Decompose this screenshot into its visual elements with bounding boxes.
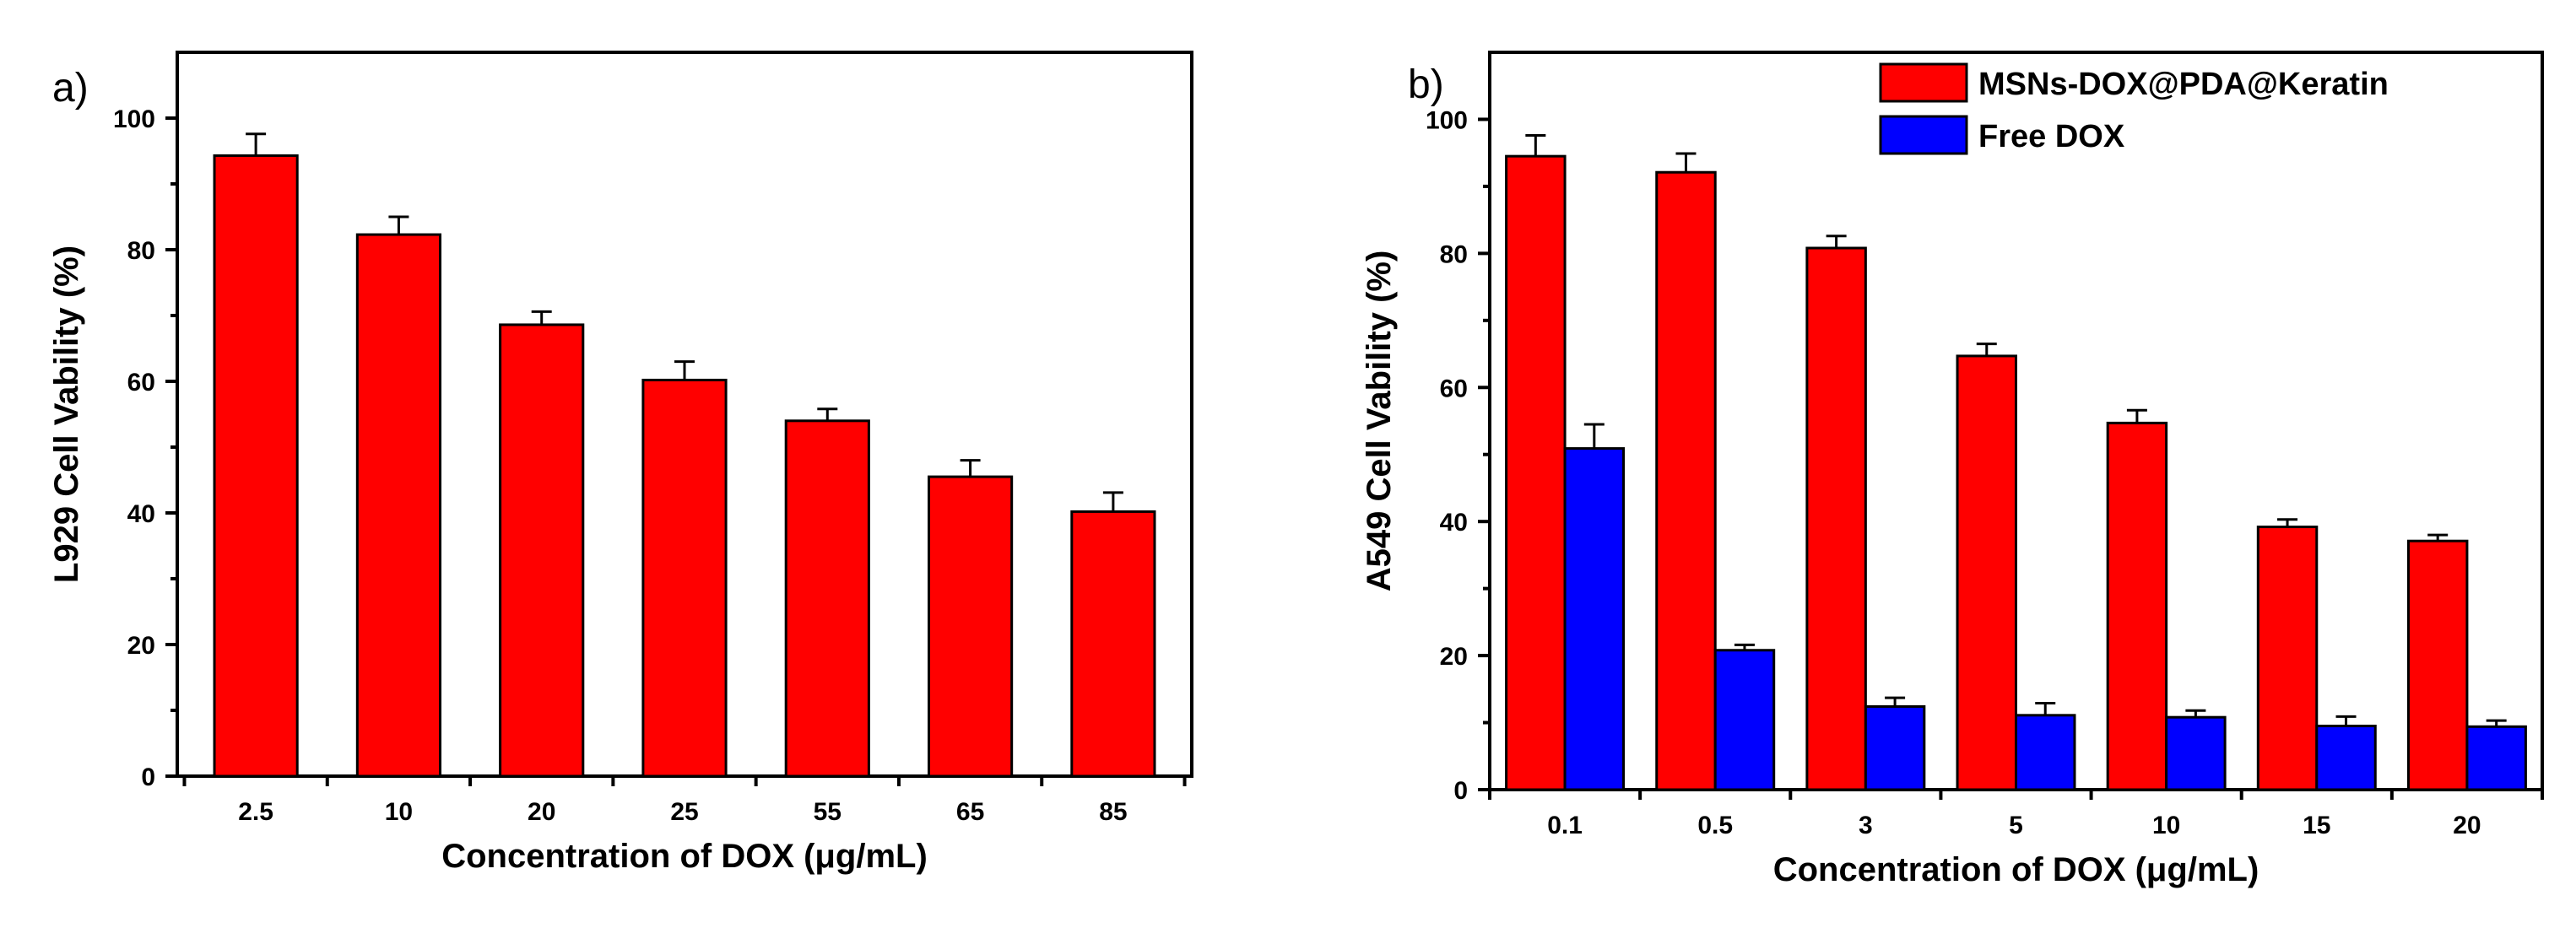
bar bbox=[2165, 715, 2227, 791]
bar bbox=[1505, 154, 1567, 791]
bar bbox=[355, 233, 442, 778]
chart-panel-a: 0 20 40 60 80 100 2.5 10 20 25 55 65 85 Concentration… bbox=[48, 51, 1193, 875]
bar bbox=[499, 323, 585, 778]
bar bbox=[2256, 526, 2319, 791]
x-tick-label: 0.5 bbox=[1697, 812, 1733, 839]
bar bbox=[927, 475, 1014, 778]
bar bbox=[784, 419, 870, 778]
bar bbox=[1956, 354, 2017, 791]
legend-swatch bbox=[1879, 62, 1968, 103]
y-tick-label: 40 bbox=[127, 500, 155, 528]
panel-label: b) bbox=[1408, 62, 1444, 107]
y-tick-label: 60 bbox=[1440, 375, 1468, 402]
bar bbox=[1713, 649, 1776, 791]
bar bbox=[213, 154, 299, 778]
bar bbox=[641, 378, 728, 778]
x-tick-label: 10 bbox=[2152, 812, 2180, 839]
x-tick-label: 15 bbox=[2303, 812, 2330, 839]
x-tick-label: 20 bbox=[2453, 812, 2481, 839]
x-tick-label: 55 bbox=[814, 798, 842, 826]
y-tick-label: 60 bbox=[127, 369, 155, 397]
bar bbox=[1805, 246, 1867, 791]
y-tick-label: 80 bbox=[1440, 240, 1468, 268]
bar bbox=[1070, 510, 1156, 778]
y-tick-label: 40 bbox=[1440, 509, 1468, 537]
y-axis-title: L929 Cell Vability (%) bbox=[48, 245, 85, 583]
panel-label: a) bbox=[52, 66, 89, 111]
bar bbox=[1655, 170, 1717, 791]
x-axis-title: Concentration of DOX (μg/mL) bbox=[1773, 851, 2259, 888]
x-tick-label: 20 bbox=[528, 798, 555, 826]
y-tick-label: 0 bbox=[1453, 777, 1468, 805]
y-tick-label: 100 bbox=[113, 105, 155, 133]
x-tick-label: 65 bbox=[956, 798, 984, 826]
bar bbox=[1563, 447, 1626, 791]
bar bbox=[1864, 704, 1926, 791]
chart-panel-b: 0 20 40 60 80 100 0.1 0.5 3 5 10 15 20 Concentration … bbox=[1361, 51, 2544, 888]
x-tick-label: 0.1 bbox=[1547, 812, 1583, 839]
x-tick-label: 5 bbox=[2009, 812, 2023, 839]
bar bbox=[2406, 539, 2469, 791]
y-tick-label: 0 bbox=[141, 763, 155, 791]
y-tick-label: 80 bbox=[127, 237, 155, 265]
x-tick-label: 85 bbox=[1099, 798, 1127, 826]
y-tick-label: 20 bbox=[1440, 643, 1468, 671]
legend-label: Free DOX bbox=[1978, 119, 2125, 154]
x-tick-label: 2.5 bbox=[238, 798, 273, 826]
y-tick-label: 20 bbox=[127, 632, 155, 660]
y-axis-title: A549 Cell Vability (%) bbox=[1361, 251, 1398, 592]
bar bbox=[2315, 725, 2377, 791]
x-axis-title: Concentration of DOX (μg/mL) bbox=[441, 838, 928, 875]
legend-label: MSNs-DOX@PDA@Keratin bbox=[1978, 67, 2389, 102]
bar bbox=[2465, 725, 2527, 791]
bar bbox=[2015, 714, 2076, 791]
bar bbox=[2106, 421, 2168, 791]
x-tick-label: 25 bbox=[670, 798, 698, 826]
x-tick-label: 10 bbox=[385, 798, 413, 826]
y-tick-label: 100 bbox=[1426, 106, 1468, 134]
x-tick-label: 3 bbox=[1859, 812, 1873, 839]
legend-swatch bbox=[1879, 115, 1968, 155]
